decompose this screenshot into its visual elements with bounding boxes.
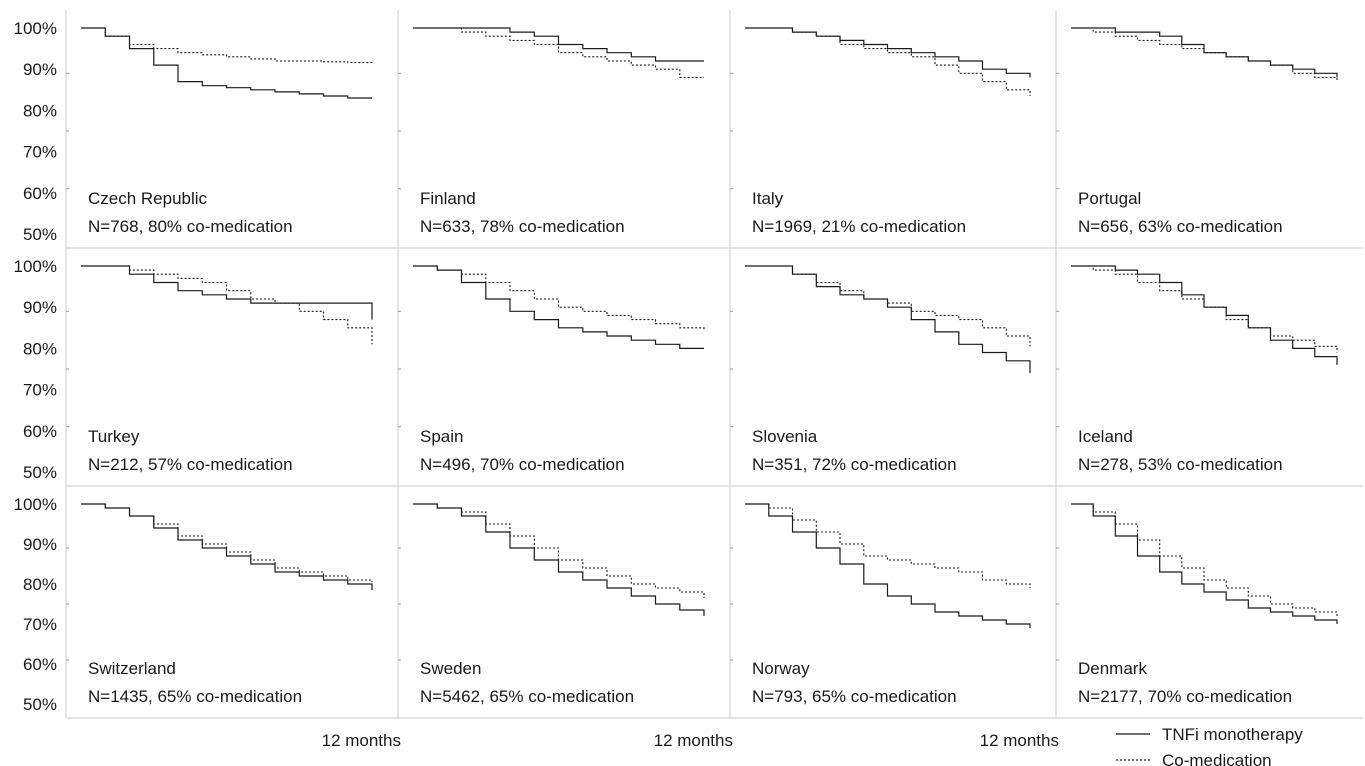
panel-country-label: Czech Republic (88, 189, 208, 208)
co-medication-curve (1071, 503, 1338, 618)
panel-czech-republic: 100% 90% 80% 70% 60% 50% Czech Republic N=768, … (14, 10, 398, 249)
tnfi-monotherapy-curve (745, 27, 1031, 78)
y-tick-label: 80% (23, 339, 57, 358)
co-medication-curve (81, 27, 373, 64)
y-tick-label: 70% (23, 143, 57, 162)
y-tick-label: 90% (23, 60, 57, 79)
y-tick-label: 60% (23, 655, 57, 674)
y-tick-label: 70% (23, 381, 57, 400)
panel-country-label: Sweden (420, 659, 481, 678)
panel-n-label: N=1969, 21% co-medication (752, 217, 966, 236)
panel-country-label: Italy (752, 189, 784, 208)
tnfi-monotherapy-curve (1071, 27, 1338, 78)
panel-n-label: N=793, 65% co-medication (752, 687, 957, 706)
tnfi-monotherapy-curve (413, 265, 704, 349)
panel-country-label: Iceland (1078, 427, 1133, 446)
x-axis-label: 12 months (322, 731, 401, 750)
panel-n-label: N=278, 53% co-medication (1078, 455, 1283, 474)
x-axis-label: 12 months (654, 731, 733, 750)
panel-n-label: N=1435, 65% co-medication (88, 687, 302, 706)
x-axis-label: 12 months (980, 731, 1059, 750)
tnfi-monotherapy-curve (413, 27, 704, 62)
panel-finland: Finland N=633, 78% co-medication (397, 10, 730, 249)
y-tick-label: 100% (14, 19, 57, 38)
panel-n-label: N=768, 80% co-medication (88, 217, 293, 236)
panel-portugal: Portugal N=656, 63% co-medication (1055, 10, 1363, 249)
panel-n-label: N=633, 78% co-medication (420, 217, 625, 236)
panel-switzerland: 100% 90% 80% 70% 60% 50% Switzerland N=1435, 65… (14, 486, 401, 750)
tnfi-monotherapy-curve (1071, 503, 1338, 624)
y-tick-label: 80% (23, 101, 57, 120)
tnfi-monotherapy-curve (413, 503, 705, 616)
legend-label: Co-medication (1162, 751, 1272, 766)
panel-country-label: Slovenia (752, 427, 818, 446)
y-tick-label: 90% (23, 298, 57, 317)
y-tick-label: 50% (23, 225, 57, 244)
panel-turkey: 100% 90% 80% 70% 60% 50% Turkey N=212, 57% co-m… (14, 248, 398, 487)
y-tick-label: 60% (23, 422, 57, 441)
tnfi-monotherapy-curve (81, 265, 373, 320)
co-medication-curve (413, 27, 704, 78)
co-medication-curve (1071, 27, 1338, 82)
co-medication-curve (1071, 265, 1338, 353)
y-tick-label: 100% (14, 257, 57, 276)
panel-denmark: Denmark N=2177, 70% co-medication (1055, 486, 1363, 719)
co-medication-curve (745, 27, 1031, 96)
panel-country-label: Switzerland (88, 659, 176, 678)
panel-country-label: Spain (420, 427, 463, 446)
tnfi-monotherapy-curve (81, 27, 372, 99)
panel-n-label: N=5462, 65% co-medication (420, 687, 634, 706)
panel-country-label: Portugal (1078, 189, 1141, 208)
co-medication-curve (81, 265, 373, 345)
y-tick-label: 90% (23, 535, 57, 554)
legend: TNFi monotherapy Co-medication (1116, 725, 1303, 766)
panel-n-label: N=2177, 70% co-medication (1078, 687, 1292, 706)
panel-italy: Italy N=1969, 21% co-medication (729, 10, 1056, 249)
panel-n-label: N=351, 72% co-medication (752, 455, 957, 474)
legend-label: TNFi monotherapy (1162, 725, 1303, 744)
co-medication-curve (413, 265, 705, 330)
panel-country-label: Denmark (1078, 659, 1147, 678)
y-tick-label: 80% (23, 575, 57, 594)
tnfi-monotherapy-curve (745, 503, 1031, 628)
y-tick-label: 60% (23, 184, 57, 203)
panel-iceland: Iceland N=278, 53% co-medication (1055, 248, 1363, 487)
panel-slovenia: Slovenia N=351, 72% co-medication (729, 248, 1056, 487)
y-tick-label: 70% (23, 615, 57, 634)
tnfi-monotherapy-curve (745, 265, 1031, 374)
panel-country-label: Norway (752, 659, 810, 678)
panel-n-label: N=496, 70% co-medication (420, 455, 625, 474)
panel-n-label: N=656, 63% co-medication (1078, 217, 1283, 236)
panel-country-label: Turkey (88, 427, 140, 446)
panel-country-label: Finland (420, 189, 476, 208)
y-tick-label: 100% (14, 495, 57, 514)
co-medication-curve (745, 503, 1031, 588)
co-medication-curve (413, 503, 705, 598)
panel-sweden: Sweden N=5462, 65% co-medication 12 months (397, 486, 733, 750)
y-tick-label: 50% (23, 463, 57, 482)
panel-n-label: N=212, 57% co-medication (88, 455, 293, 474)
y-tick-label: 50% (23, 695, 57, 714)
tnfi-monotherapy-curve (1071, 265, 1338, 365)
panel-norway: Norway N=793, 65% co-medication 12 months (729, 486, 1059, 750)
co-medication-curve (81, 503, 373, 582)
panel-spain: Spain N=496, 70% co-medication (397, 248, 730, 487)
